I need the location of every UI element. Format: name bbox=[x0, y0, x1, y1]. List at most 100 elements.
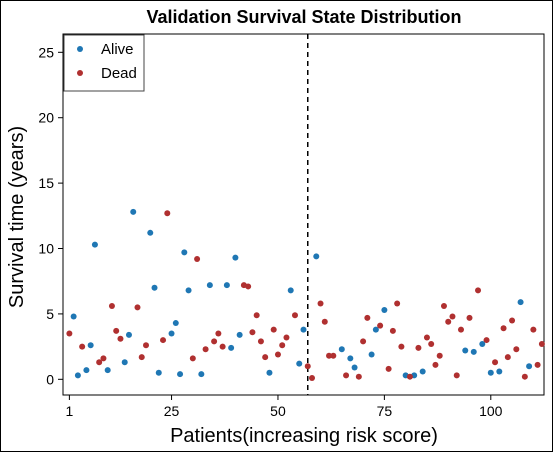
point-alive bbox=[496, 368, 503, 375]
y-tick-label: 20 bbox=[38, 110, 54, 126]
point-dead bbox=[262, 354, 269, 361]
point-dead bbox=[343, 372, 350, 379]
point-dead bbox=[291, 312, 298, 319]
point-alive bbox=[479, 340, 486, 347]
point-alive bbox=[104, 367, 111, 374]
point-dead bbox=[500, 325, 507, 332]
point-dead bbox=[66, 330, 73, 337]
point-dead bbox=[360, 338, 367, 345]
point-alive bbox=[172, 320, 179, 327]
point-dead bbox=[398, 343, 405, 350]
point-alive bbox=[419, 368, 426, 375]
point-dead bbox=[211, 338, 218, 345]
chart-title: Validation Survival State Distribution bbox=[146, 7, 461, 27]
legend-label-dead: Dead bbox=[101, 65, 137, 82]
point-alive bbox=[181, 249, 188, 256]
x-tick-label: 1 bbox=[65, 403, 73, 419]
point-alive bbox=[266, 369, 273, 376]
point-dead bbox=[492, 359, 499, 366]
x-axis-label: Patients(increasing risk score) bbox=[170, 425, 438, 447]
point-alive bbox=[487, 369, 494, 376]
point-dead bbox=[270, 326, 277, 333]
point-dead bbox=[134, 304, 141, 311]
point-dead bbox=[113, 327, 120, 334]
point-dead bbox=[457, 326, 464, 333]
point-alive bbox=[228, 344, 235, 351]
point-alive bbox=[155, 369, 162, 376]
point-dead bbox=[538, 340, 545, 347]
point-alive bbox=[223, 282, 230, 289]
point-dead bbox=[385, 365, 392, 372]
point-dead bbox=[423, 334, 430, 341]
y-axis-label: Survival time (years) bbox=[6, 126, 28, 308]
point-dead bbox=[530, 326, 537, 333]
point-alive bbox=[372, 326, 379, 333]
legend-marker-dead bbox=[77, 70, 83, 76]
point-dead bbox=[475, 287, 482, 294]
point-alive bbox=[351, 364, 358, 371]
point-alive bbox=[368, 351, 375, 358]
point-dead bbox=[100, 355, 107, 362]
point-dead bbox=[521, 373, 528, 380]
point-dead bbox=[283, 334, 290, 341]
point-dead bbox=[317, 300, 324, 307]
plot-area: 1 25 50 75 100 0 5 10 15 20 25 bbox=[38, 33, 545, 419]
point-alive bbox=[121, 359, 128, 366]
legend: Alive Dead bbox=[63, 34, 145, 92]
point-dead bbox=[504, 354, 511, 361]
point-alive bbox=[236, 331, 243, 338]
point-dead bbox=[445, 318, 452, 325]
point-dead bbox=[432, 361, 439, 368]
point-alive bbox=[296, 360, 303, 367]
point-dead bbox=[406, 373, 413, 380]
point-dead bbox=[138, 354, 145, 361]
point-dead bbox=[143, 342, 150, 349]
point-dead bbox=[309, 374, 316, 381]
plot-frame bbox=[62, 33, 545, 396]
point-alive bbox=[232, 254, 239, 261]
point-dead bbox=[253, 312, 260, 319]
point-dead bbox=[466, 314, 473, 321]
point-dead bbox=[330, 352, 337, 359]
point-dead bbox=[509, 317, 516, 324]
point-dead bbox=[279, 342, 286, 349]
y-tick-label: 25 bbox=[38, 44, 54, 60]
point-dead bbox=[96, 359, 103, 366]
point-alive bbox=[83, 367, 90, 374]
point-alive bbox=[87, 342, 94, 349]
point-dead bbox=[428, 340, 435, 347]
point-dead bbox=[326, 352, 333, 359]
point-dead bbox=[389, 327, 396, 334]
point-alive bbox=[462, 347, 469, 354]
point-alive bbox=[338, 346, 345, 353]
y-tick-label: 15 bbox=[38, 175, 54, 191]
point-dead bbox=[117, 335, 124, 342]
point-alive bbox=[147, 229, 154, 236]
point-dead bbox=[436, 352, 443, 359]
point-dead bbox=[194, 255, 201, 262]
point-dead bbox=[249, 329, 256, 336]
point-dead bbox=[274, 351, 281, 358]
point-dead bbox=[219, 343, 226, 350]
point-dead bbox=[108, 303, 115, 310]
legend-marker-alive bbox=[77, 46, 83, 52]
point-dead bbox=[377, 322, 384, 329]
point-dead bbox=[257, 338, 264, 345]
point-alive bbox=[151, 284, 158, 291]
y-tick-label: 0 bbox=[46, 371, 54, 387]
x-tick-label: 100 bbox=[479, 403, 503, 419]
point-dead bbox=[394, 300, 401, 307]
point-dead bbox=[364, 314, 371, 321]
point-alive bbox=[125, 331, 132, 338]
point-alive bbox=[347, 355, 354, 362]
legend-label-alive: Alive bbox=[101, 41, 134, 58]
point-alive bbox=[300, 326, 307, 333]
point-dead bbox=[534, 361, 541, 368]
point-dead bbox=[79, 343, 86, 350]
x-tick-label: 50 bbox=[270, 403, 286, 419]
point-alive bbox=[381, 306, 388, 313]
point-dead bbox=[164, 210, 171, 217]
point-alive bbox=[177, 371, 184, 378]
point-alive bbox=[517, 299, 524, 306]
